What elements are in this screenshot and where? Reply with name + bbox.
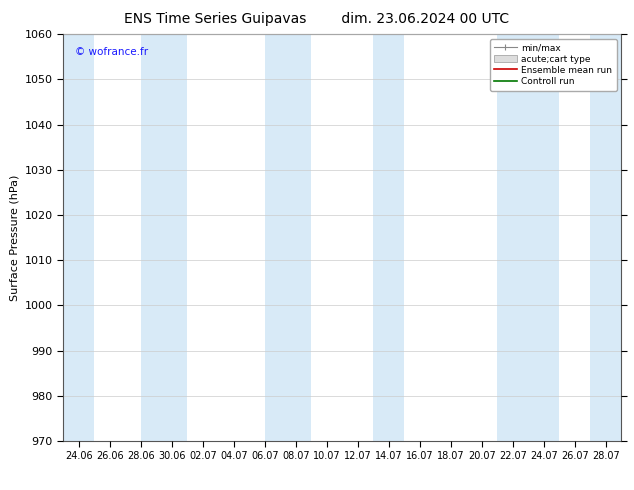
Y-axis label: Surface Pressure (hPa): Surface Pressure (hPa) — [10, 174, 19, 301]
Bar — [373, 34, 404, 441]
Bar — [63, 34, 94, 441]
Bar — [265, 34, 311, 441]
Text: © wofrance.fr: © wofrance.fr — [75, 47, 148, 56]
Bar — [141, 34, 188, 441]
Bar — [590, 34, 621, 441]
Legend: min/max, acute;cart type, Ensemble mean run, Controll run: min/max, acute;cart type, Ensemble mean … — [489, 39, 617, 91]
Bar — [497, 34, 559, 441]
Text: ENS Time Series Guipavas        dim. 23.06.2024 00 UTC: ENS Time Series Guipavas dim. 23.06.2024… — [124, 12, 510, 26]
